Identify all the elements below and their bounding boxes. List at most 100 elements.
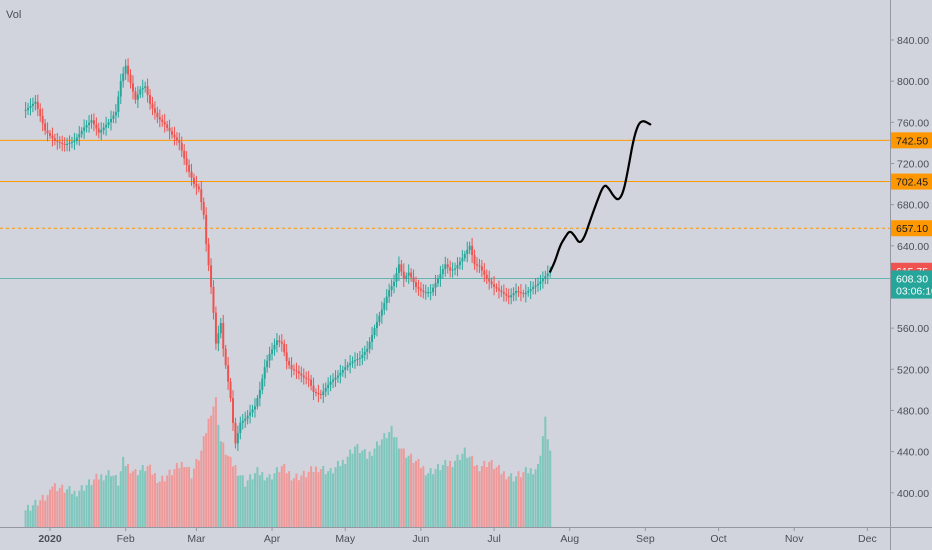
volume-bar bbox=[200, 450, 203, 527]
candle-body bbox=[371, 335, 374, 342]
drawing-layer[interactable] bbox=[549, 120, 652, 273]
volume-bar bbox=[166, 475, 169, 527]
candle-body bbox=[319, 394, 322, 396]
price-badge bbox=[891, 270, 932, 287]
volume-bar bbox=[156, 482, 159, 527]
price-tick-label: 440.00 bbox=[897, 447, 929, 459]
volume-bar bbox=[195, 458, 198, 527]
candle-body bbox=[354, 360, 356, 362]
candle-body bbox=[468, 245, 471, 250]
volume-bar bbox=[227, 455, 230, 527]
volume-bar bbox=[295, 473, 298, 527]
volume-bar bbox=[390, 425, 393, 527]
volume-bar bbox=[344, 463, 347, 527]
volume-bar bbox=[85, 485, 88, 527]
volume-bar bbox=[439, 470, 442, 527]
volume-bar bbox=[214, 397, 217, 527]
volume-bar bbox=[361, 450, 364, 527]
candle-body bbox=[346, 365, 349, 368]
candle-body bbox=[136, 94, 139, 100]
volume-bar bbox=[429, 468, 432, 527]
candle-body bbox=[236, 433, 239, 444]
candle-body bbox=[349, 363, 352, 366]
volume-bar bbox=[297, 480, 300, 527]
volume-bar bbox=[271, 479, 274, 527]
candle-body bbox=[75, 137, 78, 141]
candle-body bbox=[537, 283, 539, 286]
candle-body bbox=[436, 278, 439, 284]
volume-bar bbox=[500, 474, 503, 527]
volume-bar bbox=[51, 486, 54, 527]
candle-body bbox=[153, 108, 156, 113]
candle-body bbox=[122, 73, 125, 82]
candle-body bbox=[485, 274, 488, 279]
candle-body bbox=[458, 261, 461, 266]
volume-bar bbox=[527, 473, 530, 527]
candle-body bbox=[232, 398, 234, 423]
volume-bar bbox=[544, 416, 547, 527]
candle-body bbox=[239, 422, 242, 434]
volume-bar bbox=[395, 437, 398, 527]
volume-bar bbox=[29, 510, 32, 527]
level-lines[interactable] bbox=[0, 139, 890, 279]
candle-body bbox=[441, 269, 444, 274]
indicator-label: Vol bbox=[6, 9, 21, 21]
volume-bar bbox=[268, 474, 271, 527]
volume-bar bbox=[441, 465, 444, 527]
candle-body bbox=[119, 81, 122, 97]
time-tick-label: 2020 bbox=[38, 533, 62, 545]
volume-bar bbox=[266, 477, 269, 527]
candle-body bbox=[185, 158, 188, 166]
candle-body bbox=[297, 371, 300, 374]
candle-body bbox=[144, 86, 147, 88]
price-axis[interactable]: 400.00440.00480.00520.00560.00600.00640.… bbox=[890, 35, 929, 500]
candle-body bbox=[302, 375, 305, 378]
candle-body bbox=[476, 264, 478, 266]
volume-bar bbox=[212, 406, 215, 527]
candle-body bbox=[53, 138, 56, 141]
volume-bar bbox=[149, 464, 152, 527]
volume-bar bbox=[397, 448, 400, 527]
volume-bar bbox=[524, 467, 527, 527]
candle-body bbox=[290, 365, 293, 370]
candle-body bbox=[49, 133, 51, 136]
volume-bar bbox=[495, 467, 498, 527]
candle-body bbox=[227, 365, 230, 382]
volume-bar bbox=[388, 432, 391, 527]
candle-body bbox=[512, 293, 515, 296]
volume-bar bbox=[102, 480, 105, 527]
volume-bar bbox=[173, 469, 176, 527]
volume-bar bbox=[68, 486, 71, 527]
volume-bar bbox=[307, 471, 310, 527]
volume-bar bbox=[34, 499, 37, 527]
candle-body bbox=[24, 109, 27, 111]
volume-bar bbox=[332, 473, 335, 527]
candle-body bbox=[156, 112, 159, 118]
candle-body bbox=[393, 281, 396, 286]
volume-bar bbox=[178, 468, 181, 527]
candle-body bbox=[532, 286, 535, 290]
projection-path[interactable] bbox=[549, 120, 652, 273]
candle-body bbox=[36, 101, 39, 109]
volume-bar bbox=[424, 475, 427, 527]
candle-body bbox=[241, 420, 244, 423]
candle-body bbox=[478, 265, 481, 267]
candle-body bbox=[439, 273, 442, 279]
volume-bar bbox=[493, 469, 496, 527]
volume-bar bbox=[466, 457, 469, 527]
volume-bar bbox=[354, 446, 356, 527]
volume-bar bbox=[456, 454, 459, 527]
volume-bar bbox=[336, 460, 339, 527]
volume-bar bbox=[46, 495, 49, 527]
candle-body bbox=[495, 286, 498, 289]
volume-bar bbox=[478, 471, 481, 527]
candle-body bbox=[95, 124, 98, 129]
price-tick-label: 680.00 bbox=[897, 200, 929, 212]
volume-bar bbox=[251, 479, 254, 527]
time-tick-label: May bbox=[335, 533, 356, 545]
candle-body bbox=[510, 295, 513, 298]
level-price-badge bbox=[891, 220, 932, 237]
candlestick-layer bbox=[24, 58, 552, 451]
time-axis[interactable]: 2020FebMarAprMayJunJulAugSepOctNovDec20 bbox=[38, 527, 932, 545]
